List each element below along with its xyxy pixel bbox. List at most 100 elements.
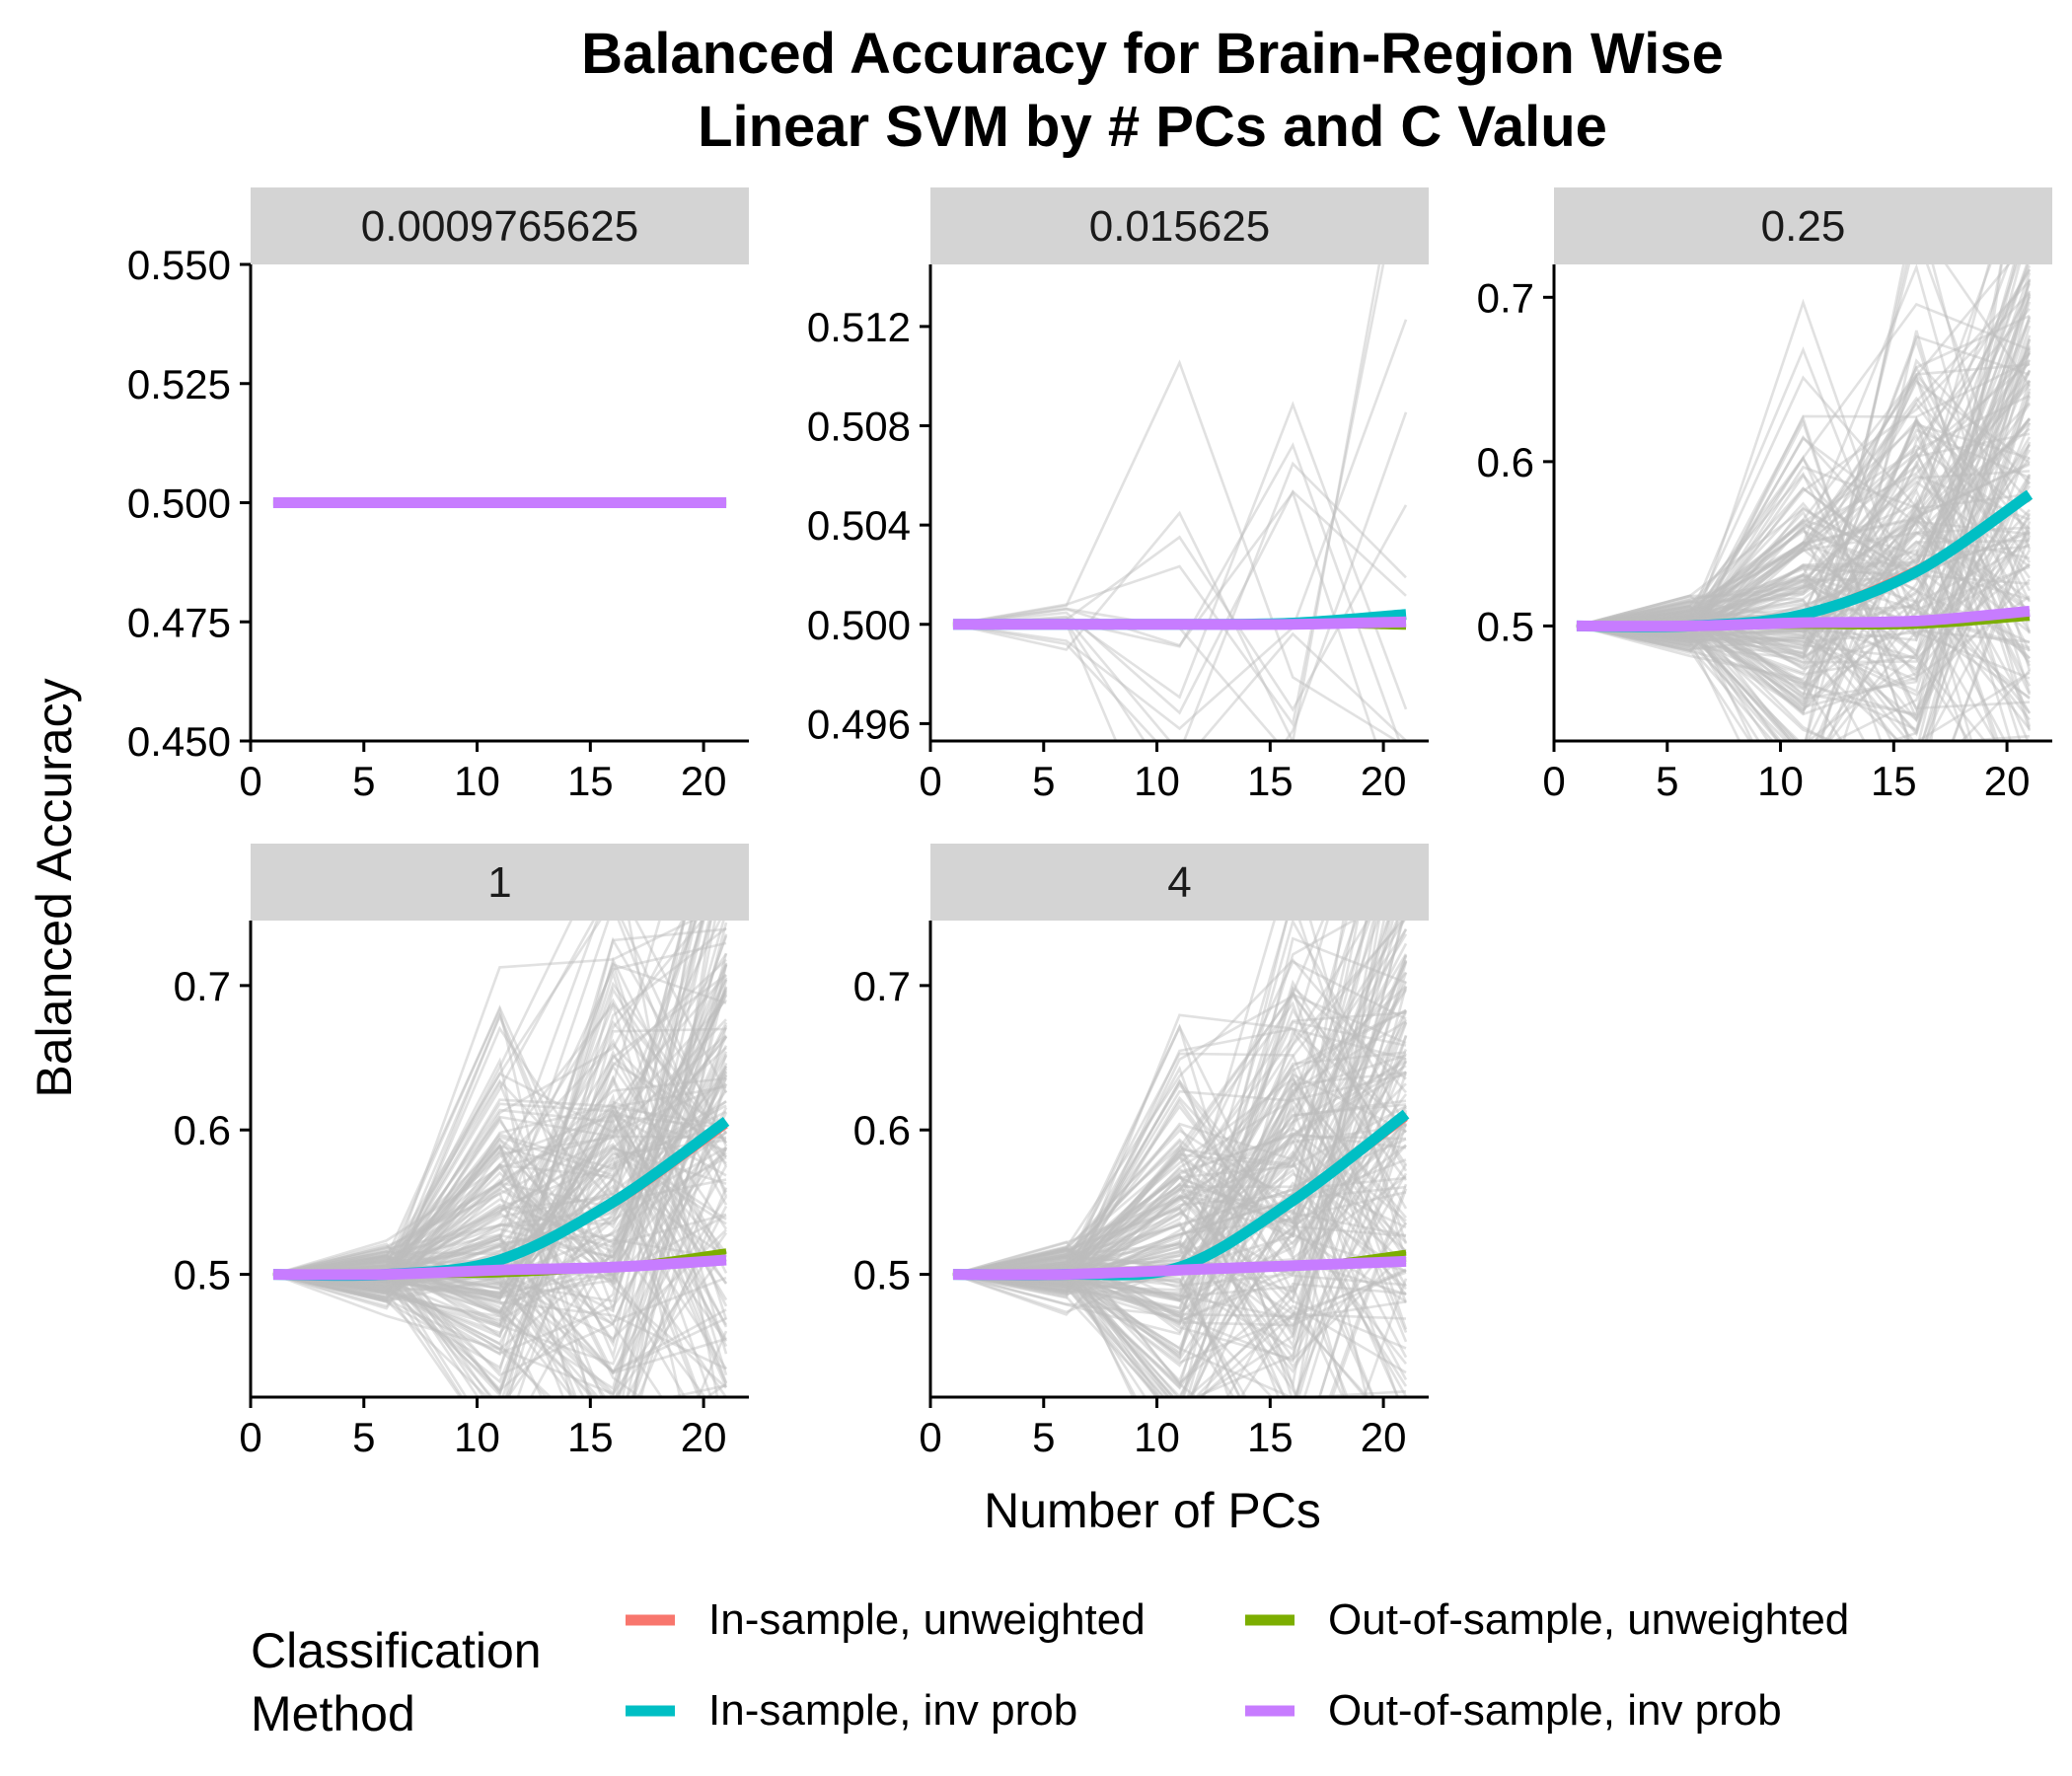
- facet-strip: [930, 187, 1429, 264]
- region-line: [1576, 462, 2031, 628]
- region-line: [272, 986, 728, 1303]
- facet-panel: 1 0.5 0.6 0.7 0 5 10 15 20: [174, 844, 749, 1460]
- chart-title-line-2: Linear SVM by # PCs and C Value: [698, 95, 1607, 159]
- region-line: [952, 1109, 1408, 1397]
- region-line: [952, 1020, 1407, 1397]
- legend-item: Out-of-sample, inv prob: [1245, 1686, 1782, 1735]
- region-line: [272, 921, 686, 1276]
- region-line: [952, 1071, 1407, 1296]
- region-line: [952, 1027, 1407, 1295]
- x-tick-label: 0: [1542, 758, 1565, 804]
- y-tick-label: 0.504: [807, 502, 911, 549]
- region-line: [952, 489, 1407, 715]
- region-line: [1576, 334, 2031, 641]
- x-tick-label: 15: [567, 758, 614, 804]
- region-line: [272, 956, 728, 1357]
- region-line: [1576, 464, 2032, 687]
- region-line: [1576, 417, 2031, 670]
- region-line: [272, 1147, 728, 1356]
- region-line: [1576, 480, 2031, 628]
- region-line: [1576, 567, 2031, 628]
- region-line: [272, 1117, 712, 1397]
- x-tick-label: 15: [1871, 758, 1917, 804]
- facet-panel: 4 0.5 0.6 0.7 0 5 10 15 20: [853, 844, 1429, 1460]
- y-tick-label: 0.6: [853, 1107, 911, 1153]
- region-line: [1576, 473, 2031, 640]
- region-line: [272, 1165, 727, 1389]
- region-line: [1576, 484, 2032, 653]
- region-line: [272, 1011, 728, 1299]
- region-line: [952, 921, 1357, 1276]
- region-line: [272, 1018, 727, 1303]
- region-line: [272, 1112, 727, 1314]
- region-line: [272, 921, 728, 1292]
- region-line: [1576, 549, 1973, 741]
- region-line: [272, 1078, 727, 1276]
- region-line: [1576, 597, 1967, 741]
- region-line: [952, 1112, 1408, 1364]
- region-line: [1576, 264, 2003, 718]
- region-line: [952, 921, 1371, 1397]
- chart-title-line-1: Balanced Accuracy for Brain-Region Wise: [581, 22, 1724, 86]
- region-line: [272, 1026, 728, 1292]
- region-line: [1576, 609, 2031, 741]
- x-tick-label: 15: [567, 1414, 614, 1460]
- region-line: [272, 1231, 728, 1396]
- region-line: [272, 964, 728, 1298]
- y-tick-label: 0.450: [127, 718, 231, 765]
- region-line: [272, 1098, 728, 1290]
- region-line: [952, 1195, 1407, 1350]
- region-line: [272, 1259, 727, 1373]
- series-line: [952, 1255, 1407, 1281]
- x-tick-label: 15: [1247, 1414, 1294, 1460]
- region-line: [1576, 537, 2031, 653]
- y-tick-label: 0.7: [853, 963, 911, 1009]
- region-line: [952, 1093, 1408, 1276]
- region-line: [272, 1076, 727, 1276]
- region-line: [272, 1085, 727, 1369]
- region-line: [1576, 362, 2031, 628]
- region-line: [952, 1000, 1408, 1303]
- y-tick-label: 0.475: [127, 599, 231, 645]
- region-line: [1576, 334, 2032, 701]
- series-line: [272, 1254, 727, 1281]
- region-line: [1576, 396, 2031, 643]
- region-line: [952, 1159, 1400, 1397]
- facet-strip: [930, 844, 1429, 921]
- x-tick-label: 0: [919, 758, 941, 804]
- region-line: [272, 1068, 728, 1377]
- region-line: [1576, 522, 2031, 644]
- region-line: [952, 1195, 1347, 1397]
- region-line: [1576, 625, 1987, 741]
- region-line: [272, 1258, 544, 1397]
- region-line: [272, 933, 728, 1287]
- y-tick-label: 0.5: [853, 1252, 911, 1298]
- region-line: [272, 962, 727, 1303]
- region-line: [952, 1070, 1369, 1397]
- region-line: [952, 1013, 1407, 1299]
- region-line: [272, 1135, 727, 1276]
- region-line: [1576, 351, 2031, 628]
- region-line: [952, 1076, 1408, 1276]
- x-tick-label: 5: [1656, 758, 1678, 804]
- y-tick-label: 0.5: [174, 1252, 231, 1298]
- region-line: [1576, 282, 2032, 633]
- method-series: [272, 1116, 730, 1282]
- legend-items: In-sample, unweighted Out-of-sample, unwe…: [626, 1595, 1849, 1735]
- region-line: [1576, 565, 2031, 628]
- region-line: [272, 952, 728, 1391]
- region-line: [952, 1134, 1407, 1314]
- region-line: [272, 986, 728, 1397]
- region-line: [952, 1206, 1408, 1369]
- region-line: [272, 921, 699, 1346]
- region-line: [1576, 418, 2032, 628]
- region-line: [1576, 376, 2032, 628]
- facet-strip: [251, 187, 749, 264]
- legend: Classification Method In-sample, unweigh…: [251, 1595, 1849, 1741]
- region-line: [272, 1049, 728, 1339]
- region-line: [272, 921, 716, 1397]
- region-line: [952, 1139, 1408, 1359]
- region-line: [1576, 302, 2031, 628]
- region-line: [1576, 564, 2031, 640]
